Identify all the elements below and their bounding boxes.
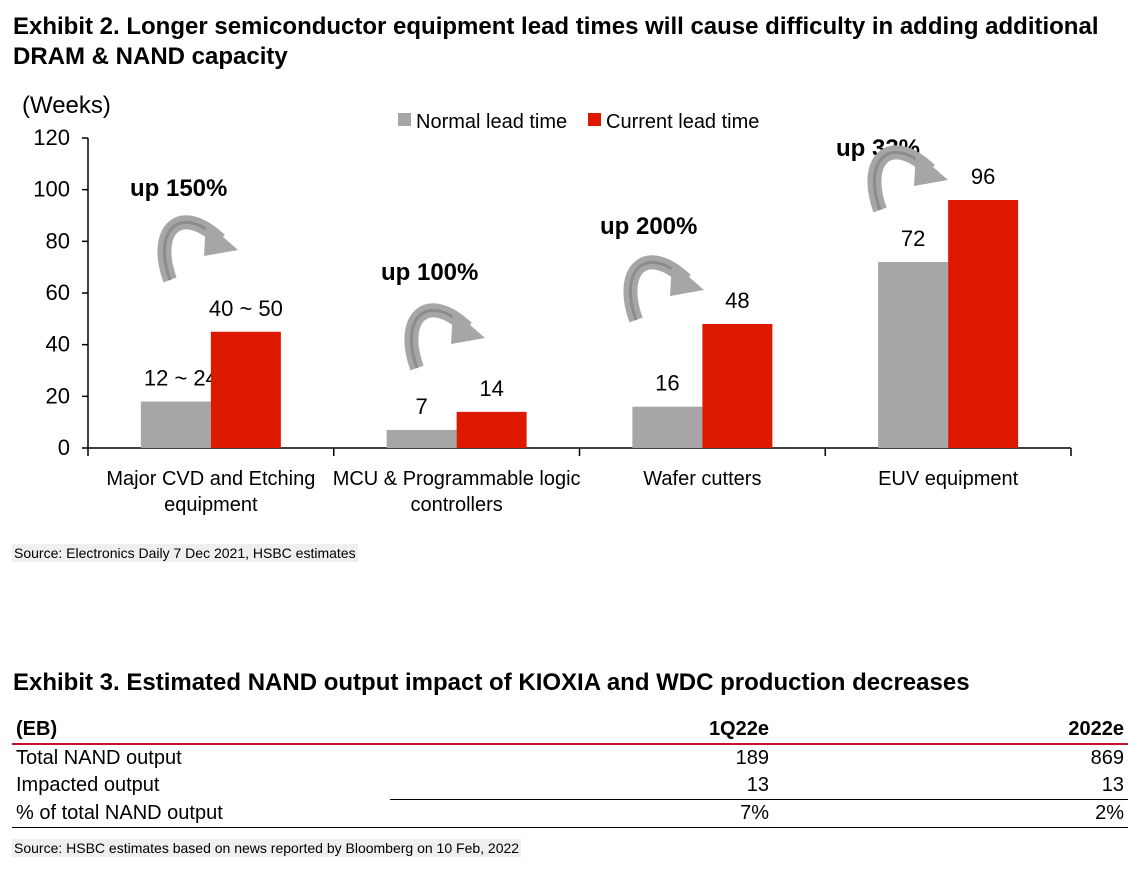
y-tick-label: 100 <box>33 177 70 202</box>
growth-annotation: up 100% <box>381 259 478 286</box>
row-label: % of total NAND output <box>12 799 390 828</box>
lead-time-bar-chart: 0 20 40 60 80 100 120 (Weeks) Normal lead time Cu… <box>22 92 1072 516</box>
legend-swatch <box>588 113 601 126</box>
table-row: % of total NAND output 7% 2% <box>12 799 1128 828</box>
bar <box>456 411 527 448</box>
y-axis-label: (Weeks) <box>22 92 111 119</box>
bar-value-label: 16 <box>655 371 679 396</box>
row-value-2022e: 13 <box>773 772 1128 800</box>
arrow-head-icon <box>670 262 704 296</box>
row-value-1q22e: 13 <box>390 772 773 800</box>
table-header-row: (EB) 1Q22e 2022e <box>12 716 1128 745</box>
row-value-2022e: 869 <box>1090 747 1124 769</box>
exhibit2-source: Source: Electronics Daily 7 Dec 2021, HS… <box>12 544 358 562</box>
x-category-label: equipment <box>164 494 258 516</box>
arrow-head-icon <box>451 310 485 344</box>
bar-value-label: 48 <box>725 288 749 313</box>
exhibit3-title: Exhibit 3. Estimated NAND output impact … <box>13 669 970 696</box>
legend-label: Current lead time <box>606 111 759 133</box>
x-category-label: Wafer cutters <box>643 468 761 490</box>
x-category-label: Major CVD and Etching <box>106 468 315 490</box>
x-category-label: controllers <box>410 494 502 516</box>
bar <box>140 401 211 448</box>
header-2022e: 2022e <box>773 716 1128 745</box>
y-tick-label: 40 <box>46 332 70 357</box>
row-value-2022e: 2% <box>773 799 1128 828</box>
row-value-1q22e: 7% <box>390 799 773 828</box>
exhibit3-source: Source: HSBC estimates based on news rep… <box>12 839 522 857</box>
legend-label: Normal lead time <box>416 111 567 133</box>
bar-value-label: 72 <box>901 226 925 251</box>
y-tick-label: 0 <box>58 435 70 460</box>
row-label: Impacted output <box>16 774 160 797</box>
arrow-head-icon <box>204 222 238 256</box>
bar-value-label: 12 ~ 24 <box>144 366 218 391</box>
bar-value-label: 7 <box>416 394 428 419</box>
growth-annotation: up 150% <box>130 175 227 202</box>
y-tick-label: 80 <box>46 228 70 253</box>
bar <box>702 324 773 448</box>
bar-value-label: 40 ~ 50 <box>209 296 283 321</box>
bar <box>210 331 281 448</box>
table-row: Total NAND output 189 869 <box>12 744 1128 772</box>
bar <box>878 262 949 448</box>
y-tick-label: 60 <box>46 280 70 305</box>
bar-value-label: 96 <box>971 164 995 189</box>
x-category-label: EUV equipment <box>878 468 1019 490</box>
header-1q22e: 1Q22e <box>390 716 773 745</box>
table-row: Impacted output 13 13 <box>12 772 1128 800</box>
y-tick-label: 120 <box>33 125 70 150</box>
legend-swatch <box>398 113 411 126</box>
header-unit: (EB) <box>12 716 390 745</box>
bar <box>386 429 457 448</box>
bar-value-label: 14 <box>479 376 503 401</box>
bar <box>632 406 703 448</box>
exhibit2-title: Exhibit 2. Longer semiconductor equipmen… <box>13 13 1099 70</box>
growth-annotation: up 200% <box>600 213 697 240</box>
arrow-head-icon <box>914 152 948 186</box>
x-category-label: MCU & Programmable logic <box>333 468 581 490</box>
row-value-1q22e: 189 <box>735 747 769 769</box>
nand-output-table: (EB) 1Q22e 2022e Total NAND output 189 8… <box>12 716 1128 828</box>
bar <box>948 200 1019 448</box>
row-label: Total NAND output <box>16 747 182 769</box>
y-tick-label: 20 <box>46 383 70 408</box>
